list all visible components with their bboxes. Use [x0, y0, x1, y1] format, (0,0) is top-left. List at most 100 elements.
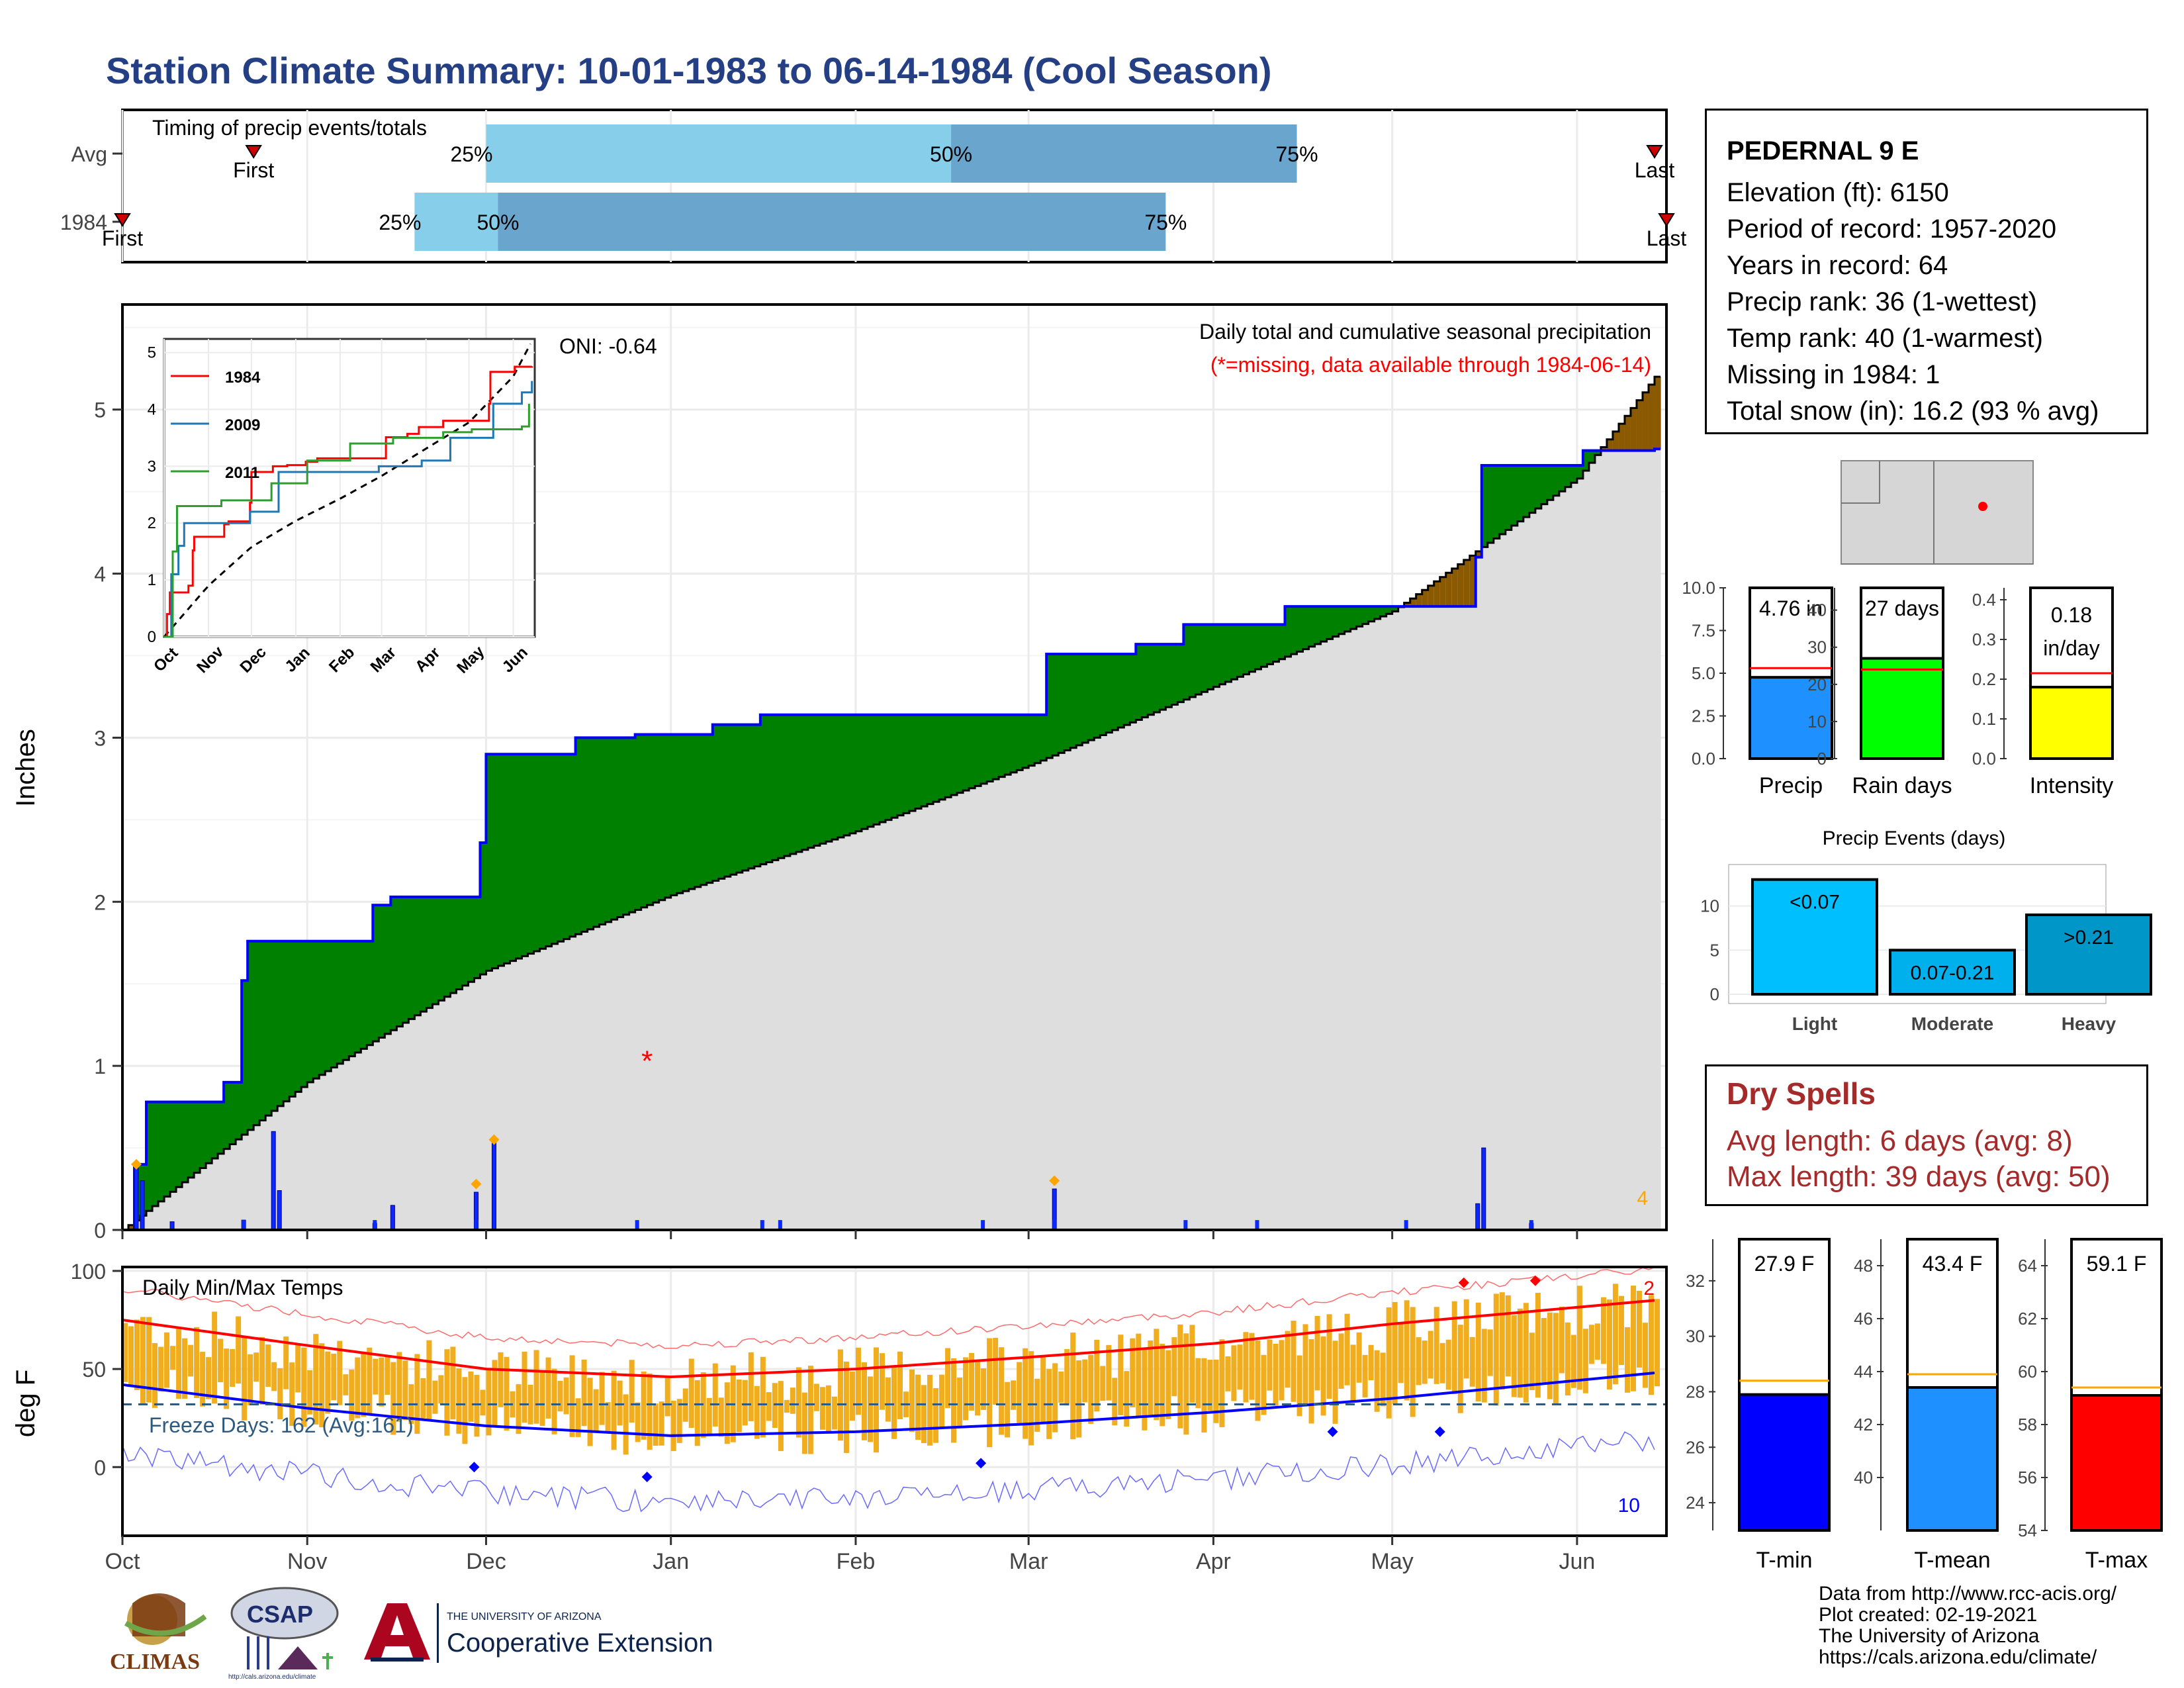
daily-temp-range-bar [1469, 1336, 1475, 1387]
above-avg-area [1195, 624, 1202, 695]
daily-temp-range-bar [265, 1344, 271, 1387]
avg-area [1011, 772, 1017, 1230]
timing-bar-50-75 [498, 193, 1166, 251]
daily-temp-range-bar [343, 1374, 349, 1395]
daily-temp-range-bar [724, 1382, 730, 1444]
tmean-gauge-tick-label: 40 [1854, 1468, 1873, 1487]
daily-precip-bar [390, 1205, 395, 1231]
daily-temp-range-bar [969, 1352, 975, 1411]
month-label: Dec [466, 1549, 506, 1574]
below-avg-area [1636, 400, 1643, 451]
temp-y-axis-label: deg F [11, 1370, 40, 1437]
ua-a-icon [364, 1603, 430, 1662]
csap-cloud-icon [230, 1587, 339, 1669]
event-category-label: Moderate [1911, 1013, 1993, 1034]
intensity-gauge-unit: in/day [2043, 636, 2099, 660]
avg-area [1118, 727, 1124, 1230]
above-avg-area [796, 714, 803, 852]
daily-temp-range-bar [194, 1327, 200, 1398]
station-line: Precip rank: 36 (1-wettest) [1727, 287, 2038, 316]
above-avg-area [1064, 654, 1071, 751]
avg-area [807, 847, 815, 1230]
daily-temp-range-bar [522, 1351, 527, 1423]
above-avg-area [1493, 465, 1500, 539]
daily-temp-range-bar [819, 1387, 825, 1430]
above-avg-area [206, 1102, 212, 1164]
above-avg-area [1058, 654, 1065, 753]
avg-area [164, 1196, 171, 1230]
avg-area [1100, 735, 1107, 1230]
daily-temp-range-bar [1237, 1344, 1243, 1390]
daily-temp-range-bar [605, 1402, 611, 1433]
tmax-gauge-bar [2070, 1394, 2163, 1532]
precip-gauge-tick-label: 2.5 [1692, 706, 1715, 726]
above-avg-area [730, 724, 737, 875]
inset-series-line [164, 381, 533, 638]
avg-area [1070, 747, 1077, 1230]
avg-area [236, 1139, 242, 1230]
daily-temp-range-bar [504, 1356, 510, 1431]
above-avg-area [1034, 714, 1041, 763]
daily-temp-range-bar [379, 1357, 385, 1407]
avg-area [1314, 643, 1322, 1230]
avg-area [1380, 616, 1387, 1230]
above-avg-area [527, 754, 535, 954]
daily-temp-range-bar [1332, 1340, 1338, 1424]
below-avg-area [128, 1225, 135, 1230]
avg-area [1594, 455, 1602, 1231]
above-avg-area [724, 724, 731, 877]
above-avg-area [885, 714, 892, 820]
avg-area [891, 818, 898, 1230]
daily-temp-range-bar [1618, 1295, 1624, 1366]
above-avg-area [188, 1102, 195, 1178]
snow-marker-icon [1049, 1175, 1060, 1186]
above-avg-area [271, 941, 278, 1111]
intensity-gauge-tick-label: 0.2 [1972, 669, 1996, 689]
daily-precip-bar [140, 1180, 145, 1231]
above-avg-area [444, 896, 451, 997]
above-avg-area [343, 941, 349, 1060]
daily-precip-bar [373, 1220, 377, 1230]
avg-area [963, 790, 970, 1230]
above-avg-area [1040, 714, 1047, 761]
above-avg-area [325, 941, 332, 1072]
below-avg-area [1445, 573, 1453, 607]
temp-panel-frame [121, 1266, 1668, 1537]
tmean-gauge-tick-label: 42 [1854, 1415, 1873, 1434]
intensity-gauge-tick-label: 0.3 [1972, 630, 1996, 649]
daily-temp-range-bar [1017, 1362, 1023, 1423]
above-avg-area [1106, 654, 1113, 733]
inset-y-label: 3 [148, 457, 156, 475]
avg-area [498, 966, 505, 1230]
avg-area [468, 982, 475, 1230]
daily-temp-range-bar [581, 1359, 587, 1427]
above-avg-area [295, 941, 302, 1092]
intensity-gauge-value: 0.18 [2051, 603, 2092, 627]
daily-temp-range-bar [420, 1378, 426, 1419]
daily-temp-range-bar [1344, 1313, 1350, 1385]
avg-area [402, 1023, 409, 1230]
above-avg-area [367, 941, 373, 1045]
avg-area [1624, 416, 1631, 1230]
above-avg-area [385, 905, 391, 1034]
above-avg-area [903, 714, 910, 814]
daily-precip-bar [271, 1131, 276, 1231]
daily-temp-range-bar [1535, 1292, 1541, 1398]
daily-temp-range-bar [170, 1346, 176, 1370]
daily-temp-range-bar [313, 1334, 319, 1425]
below-avg-area [1642, 392, 1649, 451]
daily-temp-range-bar [1207, 1360, 1213, 1411]
avg-area [1052, 755, 1059, 1230]
daily-temp-range-bar [1201, 1358, 1207, 1433]
daily-temp-range-bar [1362, 1354, 1368, 1397]
below-avg-area [1654, 377, 1661, 449]
avg-area [1183, 699, 1190, 1230]
avg-area [1457, 564, 1465, 1230]
daily-temp-range-bar [1136, 1333, 1142, 1417]
daily-temp-range-bar [987, 1338, 993, 1448]
timing-p75: 75% [1275, 142, 1318, 166]
avg-area [1142, 717, 1148, 1230]
daily-temp-range-bar [813, 1383, 819, 1411]
above-avg-area [664, 734, 672, 898]
tmax-gauge-tick-label: 62 [2018, 1309, 2037, 1329]
